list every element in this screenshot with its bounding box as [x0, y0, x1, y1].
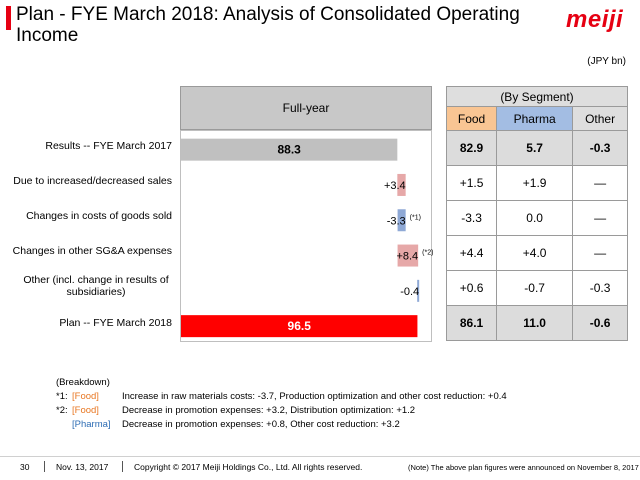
segment-cell: 82.9 [445, 130, 498, 166]
breakdown-mark-2: *2: [56, 405, 68, 416]
segment-cell: — [572, 165, 628, 201]
bar-note-3: (*2) [422, 250, 433, 257]
footer-copyright: Copyright © 2017 Meiji Holdings Co., Ltd… [134, 462, 363, 472]
segment-cell: -0.3 [572, 270, 628, 306]
segment-cell: +0.6 [445, 270, 498, 306]
breakdown-text-2: Decrease in promotion expenses: +3.2, Di… [122, 405, 416, 416]
segment-title: (By Segment) [446, 86, 628, 107]
bar-label-0: 88.3 [277, 143, 301, 157]
footer-separator [122, 461, 123, 472]
bar-label-4: -0.4 [400, 286, 419, 298]
segment-cell: 11.0 [496, 305, 574, 341]
breakdown-tag-food-1: [Food] [72, 391, 99, 402]
segment-cell: +4.0 [496, 235, 574, 271]
title-accent-bar [6, 6, 11, 30]
segment-cell: -0.6 [572, 305, 628, 341]
row-label-sga: Changes in other SG&A expenses [12, 245, 172, 257]
bar-label-3: +8.4 [396, 251, 418, 263]
segment-col-food: Food [445, 106, 498, 131]
row-label-sales: Due to increased/decreased sales [13, 175, 172, 187]
breakdown-heading: (Breakdown) [56, 377, 110, 388]
footer-page-number: 30 [20, 462, 30, 472]
segment-cell: — [572, 235, 628, 271]
footer-note: (Note) The above plan figures were annou… [408, 463, 639, 472]
page-title: Plan - FYE March 2018: Analysis of Conso… [16, 4, 520, 46]
breakdown-text-3: Decrease in promotion expenses: +0.8, Ot… [122, 419, 400, 430]
row-label-results-2017: Results -- FYE March 2017 [45, 140, 172, 152]
segment-cell: +1.9 [496, 165, 574, 201]
waterfall-chart-svg: 88.3 +3.4 -3.3 (*1) +8.4 (*2) -0.4 96.5 [181, 138, 433, 338]
segment-col-other: Other [572, 106, 628, 131]
bar-1 [397, 173, 406, 196]
footer-divider [0, 456, 640, 457]
breakdown-tag-food-2: [Food] [72, 405, 99, 416]
segment-cell: 86.1 [445, 305, 498, 341]
segment-cell: -0.3 [572, 130, 628, 166]
segment-cell: -0.7 [496, 270, 574, 306]
segment-cell: +1.5 [445, 165, 498, 201]
bar-5 [181, 315, 418, 338]
unit-label: (JPY bn) [587, 56, 626, 67]
segment-cell: 0.0 [496, 200, 574, 236]
meiji-logo: meiji [566, 6, 624, 33]
footer-separator [44, 461, 45, 472]
row-label-cogs: Changes in costs of goods sold [26, 210, 172, 222]
breakdown-tag-pharma: [Pharma] [72, 419, 111, 430]
segment-cell: +4.4 [445, 235, 498, 271]
bar-0 [181, 138, 398, 161]
bar-label-2: -3.3 [387, 215, 406, 227]
bar-label-1: +3.4 [384, 180, 406, 192]
segment-table: (By Segment) Food Pharma Other 82.9 5.7 … [445, 86, 628, 341]
row-label-plan-2018: Plan -- FYE March 2018 [59, 317, 172, 329]
full-year-header: Full-year [180, 86, 432, 130]
bar-note-2: (*1) [410, 214, 421, 221]
waterfall-chart: 88.3 +3.4 -3.3 (*1) +8.4 (*2) -0.4 96.5 [180, 130, 433, 342]
bar-2 [397, 209, 406, 232]
segment-cell: 5.7 [496, 130, 574, 166]
row-label-other: Other (incl. change in results of subsid… [23, 274, 169, 298]
segment-cell: — [572, 200, 628, 236]
segment-cell: -3.3 [445, 200, 498, 236]
footer-date: Nov. 13, 2017 [56, 462, 109, 472]
bar-3 [397, 244, 419, 267]
breakdown-text-1: Increase in raw materials costs: -3.7, P… [122, 391, 507, 402]
bar-4 [417, 279, 420, 302]
breakdown-mark-1: *1: [56, 391, 68, 402]
segment-col-pharma: Pharma [496, 106, 574, 131]
bar-label-5: 96.5 [288, 319, 312, 333]
